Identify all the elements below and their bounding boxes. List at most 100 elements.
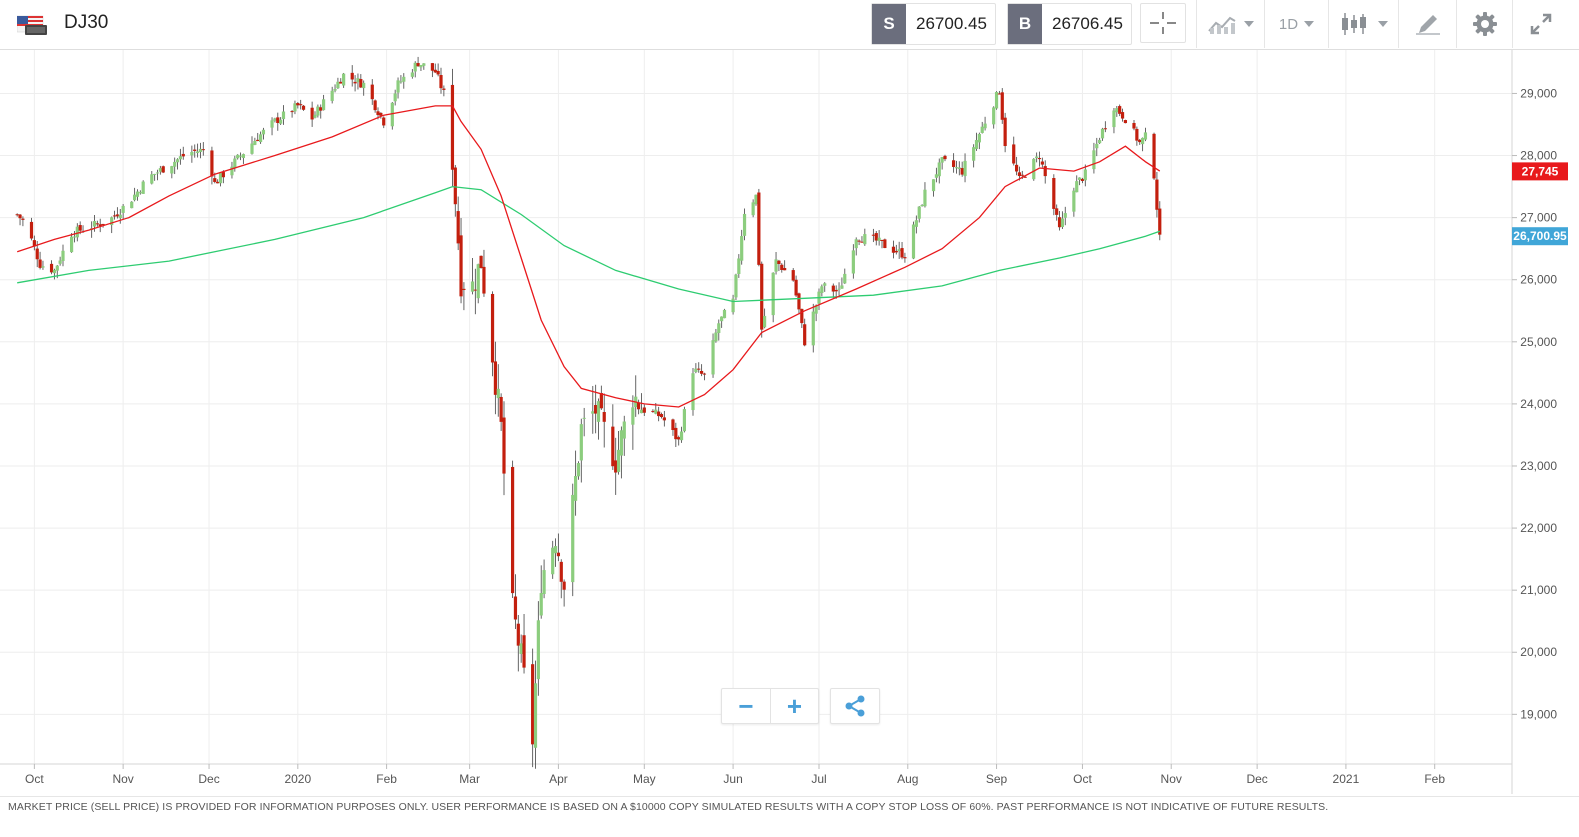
candle-body [316,106,320,116]
candle-body [1035,156,1039,159]
candle-body [533,683,538,748]
candle-body [1052,178,1056,209]
fullscreen-button[interactable] [1512,0,1568,48]
disclaimer-text: MARKET PRICE (SELL PRICE) IS PROVIDED FO… [8,801,1329,813]
candle-body [1080,178,1085,182]
buy-button[interactable]: B 26706.45 [1007,3,1132,45]
candle-body [556,552,561,557]
candle-body [562,581,566,590]
candle-body [754,194,758,205]
candle-body [1000,92,1004,120]
candle-body [273,118,277,121]
draw-button[interactable] [1398,0,1456,48]
price-chart[interactable]: 19,000 20,000 21,000 22,000 23,000 24,000 25,0… [0,50,1579,796]
chart-type-button[interactable] [1196,0,1264,48]
draw-icon [1415,15,1440,35]
candle-body [319,107,323,111]
candle-body [994,91,999,109]
x-tick-label: Sep [986,772,1008,786]
candle-body [430,63,435,71]
sell-button[interactable]: S 26700.45 [871,3,996,45]
candle-body [694,368,698,373]
price-tag-label: 27,745 [1522,164,1559,178]
candle-body [41,266,45,268]
candle-body [55,265,59,271]
chevron-down-icon [1243,21,1254,27]
candle-body [777,260,781,264]
candle-body [536,620,540,680]
candle-body [299,104,303,106]
zoom-out-button[interactable]: − [738,690,754,721]
candle-body [359,79,363,88]
candle-body [402,76,406,82]
candle-body [559,561,563,582]
candle-body [622,421,626,439]
candle-body [674,427,678,440]
crosshair-button[interactable] [1140,3,1186,43]
candle-body [911,224,916,259]
candle-body [112,215,117,217]
candle-body [479,255,483,268]
sell-label: S [872,4,906,44]
candle-body [135,191,140,197]
candle-body [459,235,463,297]
candle-body [52,269,57,274]
candle-body [1158,208,1162,235]
candle-body [1120,112,1125,119]
y-tick-label: 23,000 [1520,459,1557,473]
candle-body [1138,139,1142,143]
candle-body [697,368,701,370]
candle-body [238,155,243,157]
candle-body [450,84,455,170]
candle-body [751,202,755,216]
candle-body [594,405,598,414]
x-tick-label: Oct [25,772,44,786]
interval-select[interactable]: 1D [1264,0,1328,48]
candle-body [717,323,721,333]
y-tick-label: 26,000 [1520,273,1557,287]
candle-body [350,72,354,80]
x-tick-label: Mar [459,772,480,786]
footer-divider [0,796,1579,797]
candle-body [376,111,380,116]
candle-body [963,160,967,177]
x-tick-label: May [633,772,656,786]
candle-body [1055,208,1059,215]
candle-body [233,158,237,169]
price-tag-label: 26,700.95 [1513,229,1567,243]
candle-body [980,126,984,133]
share-button[interactable] [831,689,879,723]
zoom-in-button[interactable]: + [770,689,818,723]
candle-body [880,239,884,241]
candle-body [101,223,105,225]
candle-body [115,214,120,217]
candle-body [783,268,787,271]
gear-icon [1472,12,1497,36]
candle-body [130,201,134,209]
candle-body [1077,177,1082,180]
candle-body [780,264,784,270]
buy-label: B [1008,4,1042,44]
candle-body [422,63,426,66]
candle-body [771,272,775,316]
candle-body [1100,128,1105,139]
candle-body [1017,172,1022,177]
candle-body [21,218,25,220]
x-tick-label: Nov [1161,772,1182,786]
candle-body [573,476,578,501]
fullscreen-icon [1530,13,1551,35]
candle-body [353,81,357,84]
x-tick-label: Oct [1073,772,1092,786]
settings-button[interactable] [1456,0,1512,48]
candle-body [158,168,162,172]
candle-body [714,332,718,342]
x-tick-label: Jul [811,772,826,786]
candle-body [794,279,798,296]
candle-body [1012,144,1016,164]
x-tick-label: Nov [112,772,133,786]
candle-body [490,293,495,363]
candle-style-button[interactable] [1328,0,1398,48]
candle-body [1092,150,1096,170]
candle-body [1020,174,1024,176]
candle-body [279,119,283,124]
